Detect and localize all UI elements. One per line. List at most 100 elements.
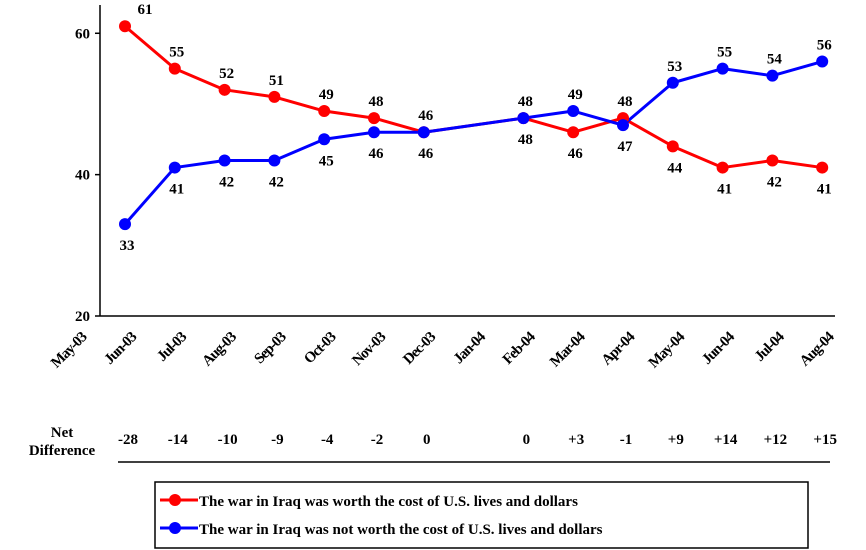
data-label: 41 — [817, 182, 832, 198]
net-difference-value: +14 — [714, 432, 738, 448]
point — [119, 20, 131, 33]
point — [716, 161, 729, 174]
point — [716, 62, 729, 75]
x-tick-label: Feb-04 — [500, 328, 539, 367]
line-segment — [672, 144, 724, 169]
line-segment — [124, 25, 176, 70]
point — [567, 105, 580, 118]
point — [816, 161, 829, 174]
line-segment — [123, 166, 176, 226]
legend-label: The war in Iraq was worth the cost of U.… — [199, 494, 578, 510]
line-segment — [273, 95, 325, 113]
x-tick-label: Jul-03 — [154, 329, 190, 365]
line-segment — [772, 159, 823, 170]
line-segment — [323, 130, 375, 141]
point — [766, 154, 779, 167]
legend-box — [154, 481, 809, 549]
data-label: 33 — [120, 238, 135, 254]
data-label: 42 — [767, 175, 782, 191]
x-tick-label: Jun-03 — [102, 329, 141, 368]
net-difference-label: Difference — [29, 443, 96, 459]
line-segment — [522, 116, 574, 134]
net-difference-value: 0 — [523, 432, 531, 448]
data-label: 46 — [369, 146, 385, 162]
point — [218, 154, 231, 167]
point — [168, 161, 181, 174]
line-segment — [174, 159, 225, 170]
legend-label: The war in Iraq was not worth the cost o… — [199, 522, 603, 538]
point — [417, 126, 430, 139]
data-label: 48 — [618, 94, 633, 110]
data-label: 42 — [269, 175, 284, 191]
point — [268, 90, 281, 103]
x-tick-label: May-04 — [646, 328, 689, 371]
point — [318, 133, 331, 146]
line-segment — [174, 67, 226, 92]
point — [218, 83, 231, 96]
x-tick-label: Apr-04 — [599, 328, 639, 368]
point — [119, 218, 131, 231]
data-label: 48 — [518, 132, 533, 148]
data-label: 54 — [767, 52, 783, 68]
point — [318, 105, 331, 118]
data-label: 47 — [618, 139, 634, 155]
line-segment — [523, 109, 574, 120]
point — [168, 62, 181, 75]
line-segment — [722, 67, 773, 78]
line-segment — [224, 88, 275, 99]
line-segment — [273, 137, 325, 162]
point — [666, 76, 679, 89]
data-label: 44 — [667, 160, 683, 176]
net-difference-value: +15 — [813, 432, 837, 448]
point — [368, 126, 380, 139]
line-segment — [323, 109, 375, 120]
x-tick-label: Sep-03 — [252, 329, 290, 367]
data-label: 48 — [518, 94, 533, 110]
net-difference-label: Net — [51, 425, 74, 441]
y-tick-label: 20 — [75, 309, 90, 325]
x-tick-label: Aug-04 — [797, 328, 838, 369]
net-difference-value: -28 — [118, 432, 138, 448]
data-label: 49 — [319, 87, 334, 103]
line-segment — [423, 116, 524, 134]
x-tick-label: May-03 — [48, 329, 90, 371]
line-segment — [572, 109, 624, 127]
net-difference-value: -10 — [218, 432, 238, 448]
x-tick-label: Jan-04 — [451, 328, 490, 367]
data-label: 61 — [138, 2, 153, 18]
y-tick-label: 40 — [75, 168, 90, 184]
data-label: 48 — [369, 94, 384, 110]
data-label: 53 — [667, 59, 682, 75]
data-label: 45 — [319, 153, 334, 169]
net-difference-value: -9 — [271, 432, 284, 448]
data-label: 42 — [219, 175, 234, 191]
data-label: 41 — [717, 182, 732, 198]
net-difference-value: +12 — [764, 432, 788, 448]
point — [567, 126, 580, 139]
x-tick-label: Nov-03 — [349, 329, 389, 369]
legend-marker — [169, 494, 181, 506]
data-label: 41 — [169, 182, 184, 198]
data-label: 52 — [219, 66, 234, 82]
x-tick-label: Jun-04 — [699, 328, 738, 367]
line-segment — [622, 81, 674, 127]
line-segment — [672, 67, 724, 85]
point — [816, 55, 829, 68]
data-label: 56 — [817, 38, 833, 54]
net-difference-value: 0 — [423, 432, 431, 448]
net-difference-value: -4 — [321, 432, 334, 448]
net-difference-value: +3 — [568, 432, 584, 448]
x-tick-label: Jul-04 — [752, 328, 788, 364]
data-label: 46 — [418, 108, 434, 124]
line-segment — [771, 60, 823, 78]
point — [766, 69, 779, 82]
point — [517, 112, 530, 125]
point — [368, 112, 380, 125]
data-label: 46 — [418, 146, 434, 162]
data-label: 55 — [169, 45, 184, 61]
line-segment — [622, 116, 674, 148]
legend-marker — [169, 522, 181, 534]
x-tick-label: Aug-03 — [199, 329, 239, 369]
point — [268, 154, 281, 167]
